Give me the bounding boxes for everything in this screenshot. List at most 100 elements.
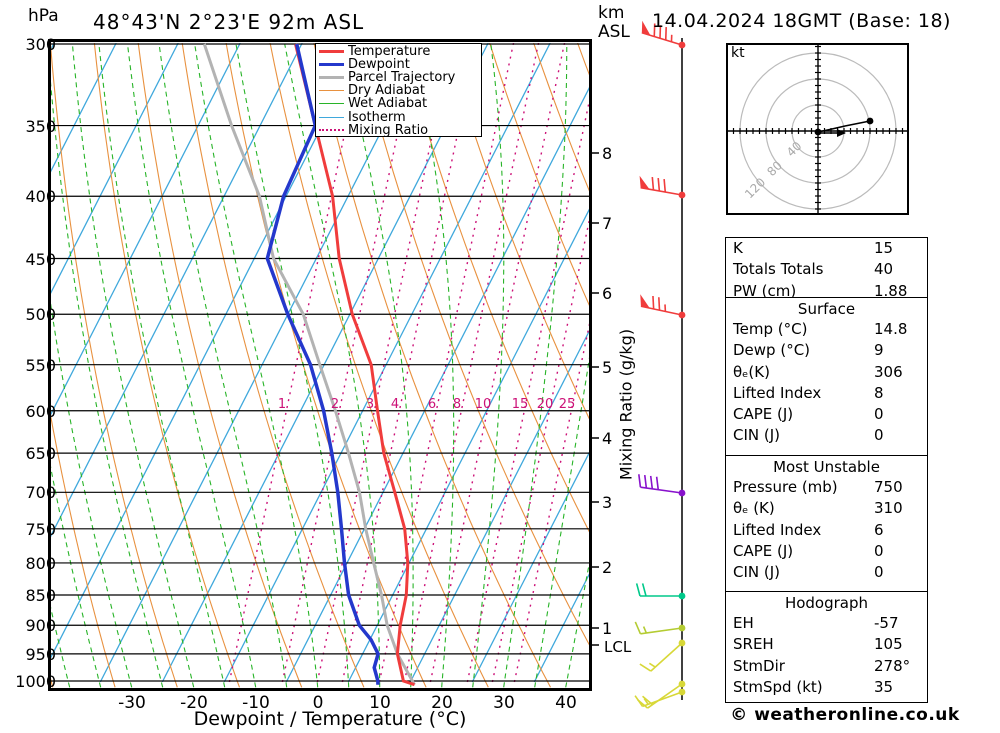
legend-swatch-dry-adiabat	[319, 90, 344, 92]
pressure-tick-label: 350	[25, 116, 56, 136]
pressure-tick-label: 650	[25, 444, 56, 464]
pressure-tick-label: 600	[25, 401, 56, 421]
legend-row: Parcel Trajectory	[319, 71, 481, 84]
stats-panel-surface: Surface Temp (°C) 14.8 Dewp (°C) 9 θₑ(K) 306 Li…	[725, 297, 928, 456]
legend-label: Wet Adiabat	[348, 96, 428, 112]
panel-row-label: CIN (J)	[733, 563, 781, 582]
temperature-tick-label: 40	[555, 693, 577, 713]
panel-row-value: 40	[874, 260, 894, 279]
panel-row: EH -57	[726, 613, 927, 634]
pressure-tick-label: 900	[25, 616, 56, 636]
panel-row-value: 0	[874, 563, 884, 582]
km-tick-label: 4	[602, 429, 613, 448]
run-date-title: 14.04.2024 18GMT (Base: 18)	[652, 10, 951, 32]
temperature-tick-label: -30	[118, 693, 146, 713]
wind-barb	[634, 688, 686, 708]
panel-row-value: 0	[874, 405, 884, 424]
panel-row-value: 1.88	[874, 281, 908, 300]
hodograph-frame	[726, 43, 909, 215]
wind-barb	[634, 621, 686, 635]
panel-row-value: 306	[874, 362, 903, 381]
panel-row-value: 8	[874, 383, 884, 402]
mixing-ratio-value-label: 3	[366, 397, 374, 412]
legend-row: Dry Adiabat	[319, 84, 481, 97]
km-tick-label: 3	[602, 493, 613, 512]
temperature-tick-label: 30	[493, 693, 515, 713]
panel-row-label: Lifted Index	[733, 383, 822, 402]
legend-label: Dewpoint	[348, 57, 410, 73]
km-tick-label: 2	[602, 558, 613, 577]
panel-row-value: 15	[874, 239, 894, 257]
series-temperature	[294, 43, 415, 687]
legend-label: Temperature	[348, 44, 431, 60]
legend-row: Wet Adiabat	[319, 97, 481, 110]
panel-row-value: 6	[874, 520, 884, 539]
temperature-tick-label: -20	[180, 693, 208, 713]
panel-row: θₑ(K) 306	[726, 362, 927, 383]
panel-row: CAPE (J) 0	[726, 541, 927, 562]
stats-panel-hodograph: Hodograph EH -57 SREH 105 StmDir 278° StmSpd (k…	[725, 591, 928, 703]
pressure-tick-label: 400	[25, 187, 56, 207]
mixing-ratio-value-label: 15	[512, 397, 529, 412]
panel-row-label: SREH	[733, 635, 774, 654]
panel-row-value: 14.8	[874, 320, 908, 338]
panel-row: CIN (J) 0	[726, 562, 927, 583]
panel-row-label: Totals Totals	[733, 260, 824, 279]
panel-row-value: 750	[874, 478, 903, 496]
mixing-ratio-value-label: 20	[537, 397, 554, 412]
legend-label: Dry Adiabat	[348, 83, 425, 99]
altitude-axis-header: km ASL	[598, 4, 630, 42]
km-tick-label: 7	[602, 214, 613, 233]
panel-row: SREH 105	[726, 634, 927, 655]
wind-barb-column	[634, 20, 686, 709]
panel-row-label: CAPE (J)	[733, 541, 794, 560]
wind-barb	[639, 175, 686, 199]
sounding-profiles	[202, 43, 416, 687]
altitude-axis-header-km: km	[598, 3, 625, 23]
pressure-tick-label: 850	[25, 586, 56, 606]
panel-row-label: EH	[733, 614, 754, 632]
legend: Temperature Dewpoint Parcel Trajectory Dry …	[315, 43, 482, 137]
pressure-tick-label: 500	[25, 305, 56, 325]
mixing-ratio-value-label: 25	[559, 397, 576, 412]
panel-row-value: 278°	[874, 656, 911, 675]
panel-title: Hodograph	[784, 594, 869, 612]
pressure-tick-label: 800	[25, 553, 56, 573]
mixing-ratio-value-label: 4	[391, 397, 399, 412]
panel-row-label: PW (cm)	[733, 281, 797, 300]
panel-row-label: Dewp (°C)	[733, 341, 811, 360]
legend-row: Temperature	[319, 45, 481, 58]
panel-row-value: 105	[874, 635, 903, 654]
km-tick-label: 6	[602, 284, 613, 303]
panel-row: K 15	[726, 238, 927, 259]
panel-row-label: K	[733, 239, 743, 257]
panel-row: Lifted Index 8	[726, 383, 927, 404]
pressure-tick-label: 950	[25, 644, 56, 664]
km-tick-label: 1	[602, 619, 613, 638]
pressure-tick-label: 1000	[15, 672, 56, 692]
km-tick-label: 8	[602, 144, 613, 163]
pressure-tick-label: 750	[25, 519, 56, 539]
temperature-tick-label: 10	[369, 693, 391, 713]
wind-barb	[637, 680, 686, 709]
panel-row-label: StmSpd (kt)	[733, 677, 823, 696]
panel-row: Pressure (mb) 750	[726, 477, 927, 498]
stats-panel-most-unstable: Most Unstable Pressure (mb) 750 θₑ (K) 310 Li…	[725, 455, 928, 592]
mixing-ratio-value-label: 2	[331, 397, 339, 412]
pressure-tick-label: 700	[25, 483, 56, 503]
mixing-ratio-axis-title: Mixing Ratio (g/kg)	[616, 328, 636, 481]
pressure-tick-label: 450	[25, 249, 56, 269]
legend-row: Isotherm	[319, 110, 481, 124]
panel-row-value: -57	[874, 614, 899, 632]
wind-barb	[641, 20, 686, 49]
temperature-tick-label: -10	[242, 693, 270, 713]
legend-row: Dewpoint	[319, 58, 481, 71]
panel-row-label: θₑ (K)	[733, 499, 775, 518]
legend-label: Mixing Ratio	[348, 122, 429, 138]
mixing-ratio-value-label: 10	[475, 397, 492, 412]
legend-swatch-mixing-ratio	[319, 129, 344, 132]
legend-label: Parcel Trajectory	[348, 70, 456, 86]
legend-swatch-parcel-trajectory	[319, 76, 344, 80]
